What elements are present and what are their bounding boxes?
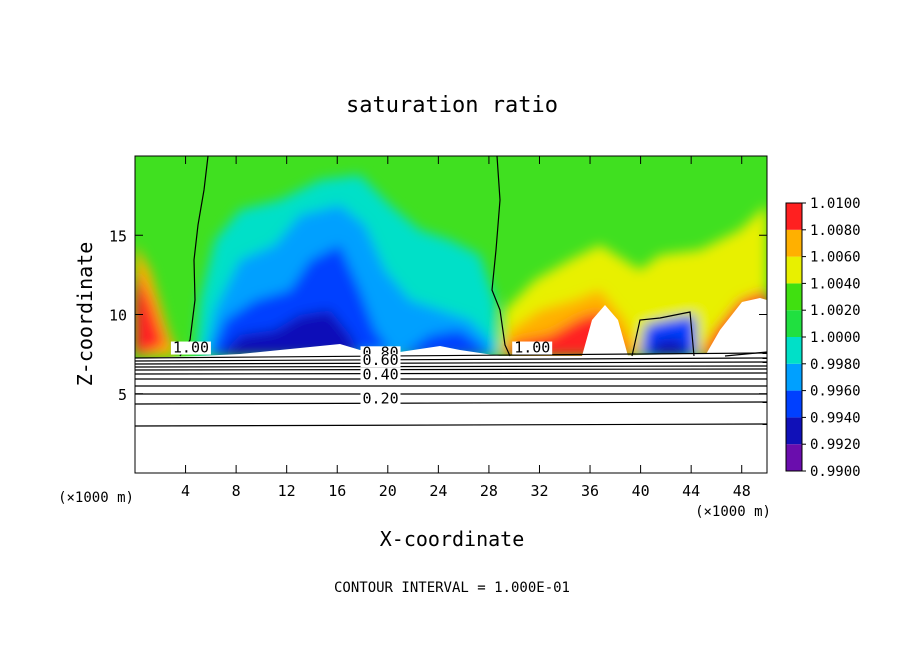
colorbar-label: 1.0040 xyxy=(810,276,861,292)
contour-label: 0.40 xyxy=(363,365,399,383)
field-blobs xyxy=(135,175,767,356)
colorbar-band xyxy=(786,390,802,418)
x-tick-label: 48 xyxy=(733,482,751,500)
y-tick-label: 5 xyxy=(118,386,127,404)
colorbar: 0.9900 0.9920 0.9940 0.9960 0.9980 1.0000 1.00… xyxy=(785,196,861,480)
contour-label: 0.60 xyxy=(363,351,399,369)
x-tick-label: 20 xyxy=(379,482,397,500)
contour-label-bg xyxy=(512,341,553,355)
contour-label-bg xyxy=(170,341,211,355)
x-tick-label: 40 xyxy=(632,482,650,500)
heatmap-field xyxy=(135,156,767,473)
x-unit-label-right: (×1000 m) xyxy=(695,504,771,520)
y-tick-label: 15 xyxy=(109,227,127,245)
x-tick-label: 32 xyxy=(530,482,548,500)
y-axis-label: Z-coordinate xyxy=(73,242,97,387)
x-tick-label: 4 xyxy=(181,482,190,500)
y-tick-label: 10 xyxy=(109,307,127,325)
colorbar-band xyxy=(786,363,802,391)
x-tick-label: 24 xyxy=(429,482,447,500)
colorbar-label: 1.0000 xyxy=(810,330,861,346)
x-tick-label: 44 xyxy=(682,482,700,500)
colorbar-label: 0.9960 xyxy=(810,384,861,400)
colorbar-label: 0.9920 xyxy=(810,437,861,453)
contour-label-bg xyxy=(360,354,401,368)
colorbar-band xyxy=(786,417,802,445)
colorbar-band xyxy=(786,256,802,284)
contour-label: 1.00 xyxy=(173,339,209,357)
lower-region xyxy=(135,344,767,473)
colorbar-band xyxy=(786,283,802,311)
colorbar-label: 1.0060 xyxy=(810,250,861,266)
contour-lines xyxy=(135,156,767,427)
colorbar-band xyxy=(786,229,802,257)
colorbar-band xyxy=(786,337,802,364)
contour-label: 1.00 xyxy=(514,339,550,357)
colorbar-label: 0.9940 xyxy=(810,410,861,426)
colorbar-label: 1.0080 xyxy=(810,223,861,239)
clearing xyxy=(582,305,628,356)
colorbar-band xyxy=(786,310,802,337)
contour-labels: 0.800.600.400.201.00 1.00 xyxy=(170,339,553,407)
chart-title: saturation ratio xyxy=(346,93,558,118)
x-tick-label: 8 xyxy=(232,482,241,500)
clearing xyxy=(705,298,767,356)
x-axis: 4 8 12 16 20 24 28 32 36 40 44 48 xyxy=(181,156,751,500)
contour-interval-note: CONTOUR INTERVAL = 1.000E-01 xyxy=(334,580,570,596)
x-unit-label-left: (×1000 m) xyxy=(58,490,134,506)
contour-label-bg xyxy=(360,392,401,406)
colorbar-band xyxy=(786,203,802,230)
x-axis-label: X-coordinate xyxy=(380,527,525,551)
colorbar-band xyxy=(786,444,802,471)
x-tick-label: 16 xyxy=(328,482,346,500)
x-tick-label: 28 xyxy=(480,482,498,500)
colorbar-label: 0.9980 xyxy=(810,357,861,373)
contour-label: 0.20 xyxy=(363,389,399,407)
x-tick-label: 36 xyxy=(581,482,599,500)
colorbar-label: 1.0020 xyxy=(810,303,861,319)
colorbar-label: 1.0100 xyxy=(810,196,861,212)
contour-label-bg xyxy=(360,368,401,382)
y-axis: 5 10 15 xyxy=(109,227,767,404)
colorbar-label: 0.9900 xyxy=(810,464,861,480)
x-tick-label: 12 xyxy=(278,482,296,500)
